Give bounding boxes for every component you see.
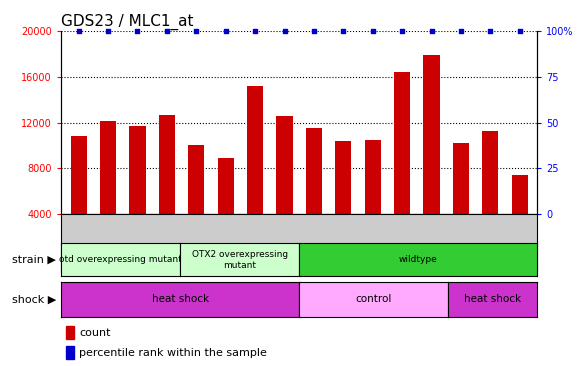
Text: wildtype: wildtype <box>399 255 437 264</box>
Text: shock ▶: shock ▶ <box>12 294 56 304</box>
Bar <box>70 137 87 214</box>
Bar <box>453 143 469 214</box>
Bar <box>335 141 352 214</box>
Point <box>515 28 525 34</box>
Text: OTX2 overexpressing
mutant: OTX2 overexpressing mutant <box>192 250 288 270</box>
Bar <box>218 158 234 214</box>
Point <box>221 28 230 34</box>
Point <box>339 28 348 34</box>
Point <box>486 28 495 34</box>
Point <box>162 28 171 34</box>
Text: percentile rank within the sample: percentile rank within the sample <box>79 348 267 358</box>
Bar <box>365 140 381 214</box>
Point <box>427 28 436 34</box>
Point <box>74 28 83 34</box>
Bar <box>66 346 74 359</box>
Bar <box>482 131 498 214</box>
Text: strain ▶: strain ▶ <box>12 255 56 265</box>
Bar <box>100 122 116 214</box>
Bar <box>188 146 205 214</box>
Bar <box>130 126 146 214</box>
Text: count: count <box>79 328 110 338</box>
Point <box>280 28 289 34</box>
Text: control: control <box>356 294 392 304</box>
Point <box>309 28 318 34</box>
Text: otd overexpressing mutant: otd overexpressing mutant <box>59 255 182 264</box>
Bar <box>277 116 293 214</box>
Text: heat shock: heat shock <box>464 294 521 304</box>
Point <box>103 28 113 34</box>
Bar <box>512 175 528 214</box>
Bar <box>306 128 322 214</box>
Bar <box>394 72 410 214</box>
Point <box>133 28 142 34</box>
Bar <box>247 86 263 214</box>
Point <box>250 28 260 34</box>
Bar <box>66 326 74 339</box>
Point <box>397 28 407 34</box>
Bar <box>424 55 440 214</box>
Text: heat shock: heat shock <box>152 294 209 304</box>
Point <box>192 28 201 34</box>
Text: GDS23 / MLC1_at: GDS23 / MLC1_at <box>61 14 193 30</box>
Point <box>368 28 378 34</box>
Bar <box>159 115 175 214</box>
Point <box>456 28 465 34</box>
